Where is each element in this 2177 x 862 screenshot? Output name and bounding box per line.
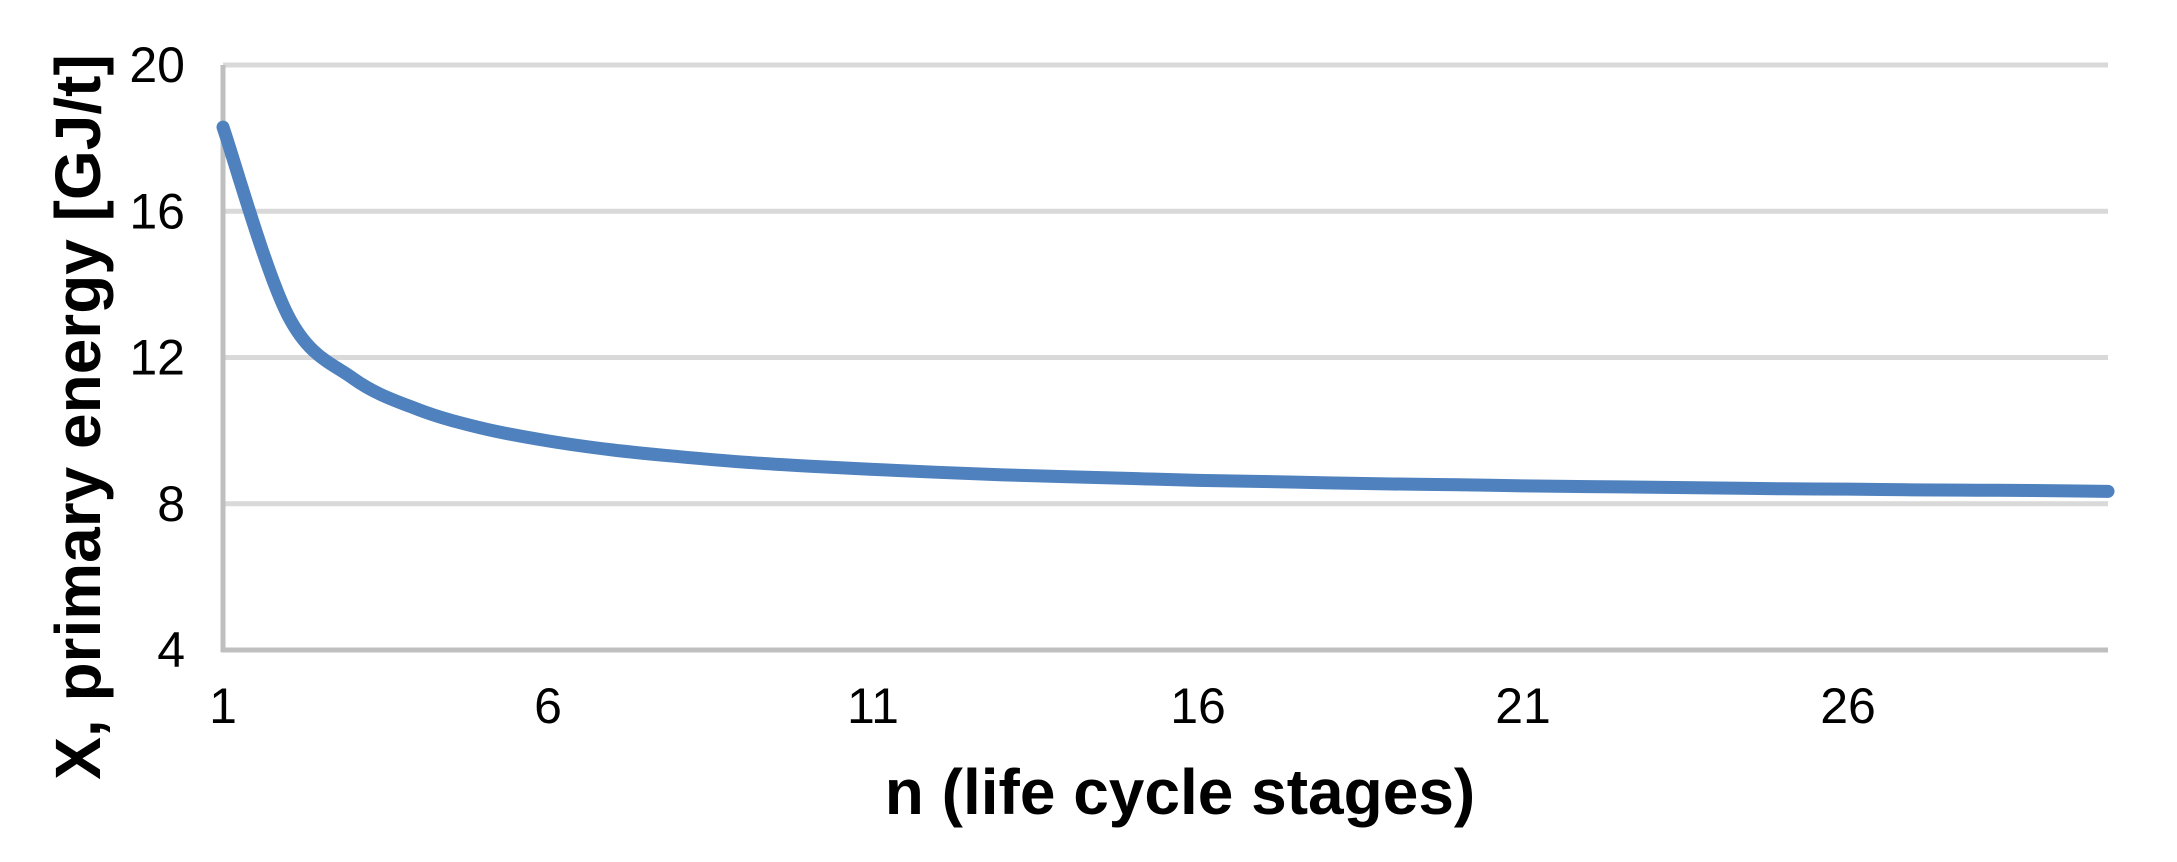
x-tick-label: 1 xyxy=(209,678,237,734)
x-tick-label: 26 xyxy=(1820,678,1876,734)
y-tick-label: 8 xyxy=(157,476,185,532)
x-tick-label: 6 xyxy=(534,678,562,734)
y-tick-label: 16 xyxy=(129,183,185,239)
y-tick-label: 12 xyxy=(129,330,185,386)
x-tick-label: 11 xyxy=(847,678,899,734)
x-tick-label: 16 xyxy=(1170,678,1226,734)
series-line xyxy=(216,120,2115,498)
y-tick-label: 20 xyxy=(129,37,185,93)
y-tick-label: 4 xyxy=(157,622,185,678)
y-axis-title: X, primary energy [GJ/t] xyxy=(42,54,114,780)
x-axis-title: n (life cycle stages) xyxy=(884,756,1476,828)
x-tick-label: 21 xyxy=(1495,678,1551,734)
